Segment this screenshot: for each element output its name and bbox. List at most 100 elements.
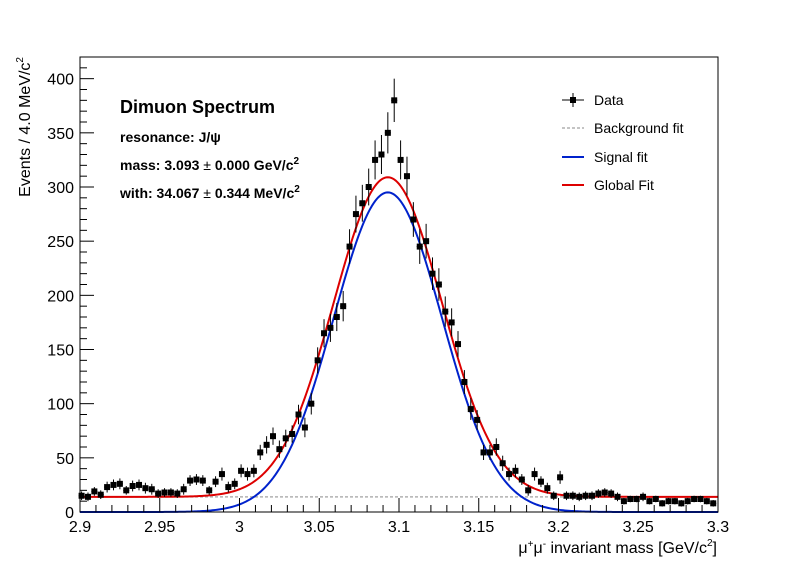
data-point xyxy=(678,500,685,507)
data-point xyxy=(448,308,455,337)
data-point xyxy=(671,497,678,505)
data-point xyxy=(442,296,449,327)
legend-label-background: Background fit xyxy=(594,120,684,136)
data-point xyxy=(321,319,328,348)
data-point xyxy=(180,483,187,495)
legend: Data Background fit Signal fit Global Fi… xyxy=(562,92,684,193)
data-point xyxy=(499,455,506,471)
data-point xyxy=(295,404,302,425)
y-tick-label: 200 xyxy=(47,288,74,305)
data-point xyxy=(257,444,264,460)
data-point xyxy=(557,470,564,484)
data-point xyxy=(703,497,710,505)
y-tick-label: 50 xyxy=(56,451,74,468)
data-point xyxy=(199,475,206,486)
x-tick-label: 3.05 xyxy=(304,519,335,536)
data-point xyxy=(276,440,283,458)
data-point xyxy=(537,476,544,488)
data-point xyxy=(91,487,98,496)
data-point xyxy=(148,483,155,495)
data-point xyxy=(333,302,340,332)
data-point xyxy=(480,444,487,460)
y-tick-label: 400 xyxy=(47,72,74,89)
data-point xyxy=(308,392,315,415)
x-tick-label: 3 xyxy=(235,519,244,536)
data-point xyxy=(129,480,136,492)
data-point xyxy=(474,410,481,430)
data-point xyxy=(397,140,404,180)
data-point xyxy=(378,135,385,174)
data-point xyxy=(512,464,519,478)
data-point xyxy=(455,331,462,358)
data-point xyxy=(340,291,347,322)
data-point xyxy=(423,223,430,259)
x-tick-label: 3.15 xyxy=(463,519,494,536)
data-point xyxy=(84,492,91,502)
data-point xyxy=(652,495,659,503)
data-point xyxy=(116,478,123,490)
legend-entry-global: Global Fit xyxy=(562,177,654,193)
data-point xyxy=(244,467,251,481)
data-point xyxy=(123,486,130,495)
data-point xyxy=(416,229,423,264)
data-point xyxy=(263,436,270,454)
x-tick-label: 3.25 xyxy=(623,519,654,536)
data-point xyxy=(563,491,570,501)
data-point xyxy=(659,500,666,507)
data-point xyxy=(467,398,474,420)
data-point xyxy=(110,479,117,491)
y-tick-label: 0 xyxy=(65,505,74,522)
legend-label-data: Data xyxy=(594,92,624,108)
data-point xyxy=(506,467,513,481)
global-fit-line xyxy=(80,176,718,498)
data-point xyxy=(225,481,232,493)
data-point xyxy=(142,482,149,494)
data-point xyxy=(238,464,245,478)
data-point xyxy=(646,497,653,505)
data-point xyxy=(187,475,194,486)
data-point xyxy=(550,491,557,501)
data-point xyxy=(525,484,532,496)
data-point xyxy=(588,491,595,501)
data-point xyxy=(231,478,238,490)
data-point xyxy=(161,488,168,497)
data-point xyxy=(608,489,615,498)
data-point xyxy=(384,112,391,154)
x-tick-label: 3.2 xyxy=(547,519,569,536)
data-point xyxy=(614,492,621,502)
data-point xyxy=(531,467,538,481)
legend-label-global: Global Fit xyxy=(594,177,654,193)
data-point xyxy=(359,184,366,222)
data-point xyxy=(206,486,213,495)
data-point xyxy=(218,467,225,481)
data-point xyxy=(391,78,398,122)
data-point xyxy=(544,482,551,494)
data-point xyxy=(461,370,468,394)
data-point xyxy=(633,495,640,503)
resonance-annotation: resonance: J/ψ xyxy=(120,129,221,145)
width-annotation: with: 34.067 ± 0.344 MeV/c2 xyxy=(119,184,300,201)
data-point xyxy=(486,444,493,460)
y-tick-label: 350 xyxy=(47,126,74,143)
data-point xyxy=(710,500,717,507)
data-point xyxy=(250,464,257,478)
data-point xyxy=(352,195,359,233)
data-point xyxy=(167,488,174,497)
y-tick-label: 300 xyxy=(47,180,74,197)
data-point xyxy=(435,268,442,301)
data-point xyxy=(372,140,379,180)
data-point xyxy=(627,495,634,503)
data-point xyxy=(193,474,200,485)
legend-entry-data: Data xyxy=(562,92,624,108)
data-point xyxy=(493,438,500,456)
data-point xyxy=(403,156,410,196)
y-tick-label: 150 xyxy=(47,343,74,360)
data-point xyxy=(269,427,276,445)
x-axis-label: μ+μ- invariant mass [GeV/c2] xyxy=(518,538,717,557)
mass-annotation: mass: 3.093 ± 0.000 GeV/c2 xyxy=(120,156,300,173)
data-point xyxy=(595,489,602,498)
data-point xyxy=(601,488,608,497)
data-point xyxy=(684,497,691,505)
